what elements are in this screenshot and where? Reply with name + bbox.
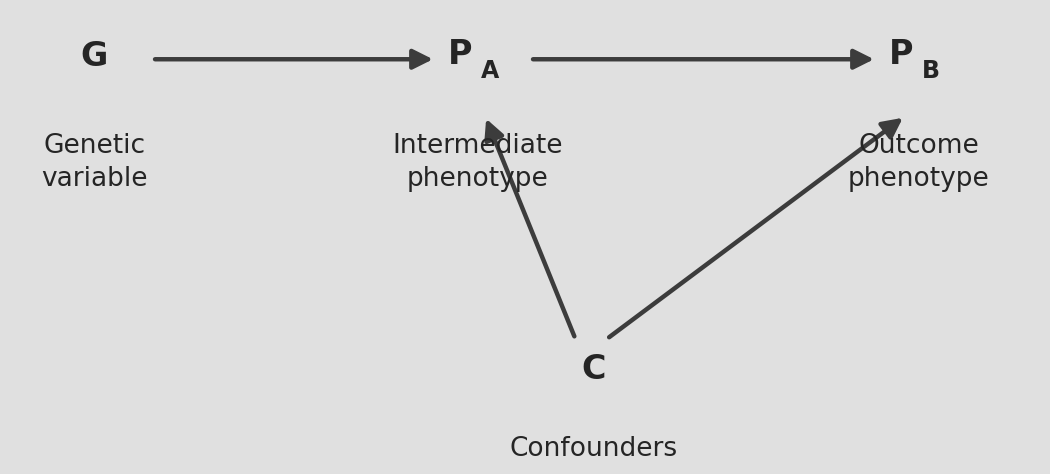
Text: C: C bbox=[581, 353, 606, 386]
Text: A: A bbox=[481, 59, 500, 83]
Text: B: B bbox=[922, 59, 941, 83]
Text: P: P bbox=[448, 38, 472, 71]
Text: Genetic
variable: Genetic variable bbox=[41, 133, 148, 191]
Text: Confounders: Confounders bbox=[509, 436, 677, 462]
Text: Intermediate
phenotype: Intermediate phenotype bbox=[393, 133, 563, 191]
Text: G: G bbox=[81, 40, 108, 73]
Text: Outcome
phenotype: Outcome phenotype bbox=[848, 133, 989, 191]
Text: P: P bbox=[889, 38, 914, 71]
